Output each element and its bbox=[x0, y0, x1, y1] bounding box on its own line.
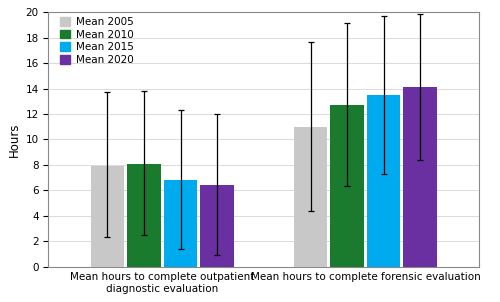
Bar bbox=[404, 87, 437, 266]
Y-axis label: Hours: Hours bbox=[8, 122, 22, 157]
Bar bbox=[164, 180, 198, 266]
Bar bbox=[90, 166, 124, 266]
Bar bbox=[127, 164, 161, 266]
Bar bbox=[367, 95, 400, 266]
Bar bbox=[200, 185, 234, 266]
Bar bbox=[330, 105, 364, 266]
Legend: Mean 2005, Mean 2010, Mean 2015, Mean 2020: Mean 2005, Mean 2010, Mean 2015, Mean 20… bbox=[58, 15, 136, 67]
Bar bbox=[294, 127, 328, 266]
